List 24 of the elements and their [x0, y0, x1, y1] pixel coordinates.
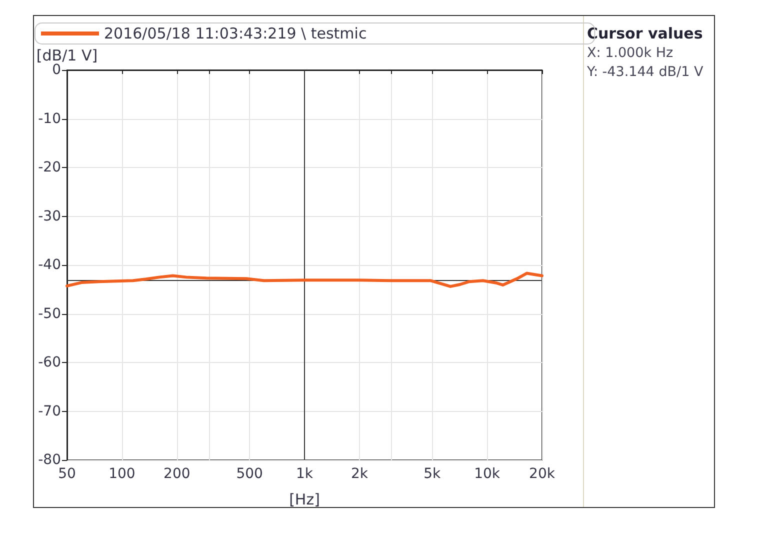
text: Cursor values — [587, 24, 703, 42]
y-tick-label: -50 — [38, 306, 61, 322]
legend-label: 2016/05/18 11:03:43:219 \ testmic — [104, 24, 367, 42]
x-axis-title: [Hz] — [289, 490, 320, 508]
y-axis-title: [dB/1 V] — [36, 46, 98, 65]
x-tick-label: 10k — [474, 466, 501, 482]
x-tick-label: 5k — [424, 466, 442, 482]
x-tick-label: 100 — [108, 466, 136, 482]
x-tick-label: 50 — [58, 466, 76, 482]
x-tick-label: 2k — [350, 466, 369, 482]
x-tick-label: 500 — [236, 466, 263, 482]
y-tick-label: -40 — [38, 257, 61, 273]
x-tick-label: 200 — [164, 466, 190, 482]
x-tick-label: 20k — [529, 466, 556, 482]
y-tick-label: -80 — [38, 452, 61, 468]
x-tick-label: 1k — [296, 466, 314, 482]
y-tick-label: -20 — [38, 160, 61, 176]
y-tick-label: 0 — [52, 62, 61, 78]
text: X: 1.000k Hz — [587, 45, 674, 61]
y-tick-label: -70 — [38, 403, 61, 420]
y-tick-label: -10 — [38, 110, 61, 127]
y-tick-label: -60 — [38, 354, 61, 370]
y-tick-label: -30 — [38, 208, 61, 224]
text: Y: -43.144 dB/1 V — [586, 64, 704, 80]
